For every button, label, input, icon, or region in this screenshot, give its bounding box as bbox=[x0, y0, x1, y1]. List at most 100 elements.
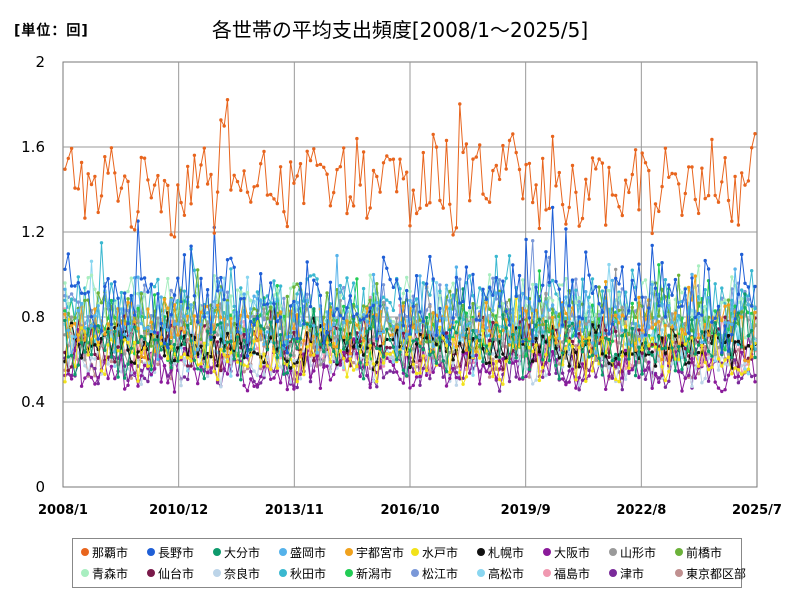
legend-label: 前橋市 bbox=[686, 545, 723, 560]
data-point bbox=[667, 334, 671, 338]
data-point bbox=[229, 267, 233, 271]
data-point bbox=[285, 294, 289, 299]
data-point bbox=[361, 286, 366, 291]
data-point bbox=[232, 304, 236, 309]
data-point bbox=[385, 154, 389, 158]
data-point bbox=[683, 376, 687, 380]
data-point bbox=[255, 346, 260, 351]
data-point bbox=[451, 316, 455, 320]
data-point bbox=[96, 381, 100, 386]
data-point bbox=[63, 380, 67, 384]
data-point bbox=[351, 204, 356, 208]
data-point bbox=[288, 342, 293, 346]
data-point bbox=[550, 298, 555, 303]
data-point bbox=[381, 355, 386, 359]
data-point bbox=[358, 374, 362, 379]
y-tick-label: 0.4 bbox=[21, 393, 45, 411]
data-point bbox=[441, 206, 445, 210]
data-point bbox=[687, 305, 691, 309]
data-point bbox=[730, 372, 734, 376]
data-point bbox=[249, 298, 253, 303]
data-point bbox=[229, 374, 233, 378]
data-point bbox=[312, 273, 316, 277]
data-point bbox=[209, 172, 213, 177]
data-point bbox=[179, 200, 183, 205]
data-point bbox=[716, 357, 721, 361]
data-point bbox=[69, 284, 74, 288]
data-point bbox=[123, 352, 127, 356]
data-point bbox=[511, 311, 515, 315]
data-point bbox=[411, 304, 415, 309]
data-point bbox=[225, 354, 230, 359]
legend-marker-icon bbox=[543, 569, 551, 577]
data-point bbox=[99, 194, 104, 198]
data-point bbox=[567, 369, 571, 373]
data-point bbox=[262, 375, 266, 380]
data-point bbox=[219, 368, 223, 373]
data-point bbox=[491, 337, 495, 341]
data-point bbox=[594, 375, 598, 379]
data-point bbox=[142, 336, 147, 341]
data-point bbox=[418, 344, 422, 348]
data-point bbox=[83, 338, 87, 342]
data-point bbox=[342, 304, 346, 309]
data-point bbox=[126, 337, 130, 341]
data-point bbox=[176, 299, 180, 303]
data-point bbox=[667, 298, 671, 303]
legend-item: 東京都区部 bbox=[675, 564, 746, 582]
data-point bbox=[129, 333, 133, 337]
data-point bbox=[136, 350, 140, 354]
data-point bbox=[594, 358, 598, 362]
data-point bbox=[464, 265, 469, 269]
data-point bbox=[643, 377, 648, 381]
data-point bbox=[89, 324, 94, 328]
data-point bbox=[541, 283, 545, 287]
data-point bbox=[262, 352, 266, 356]
data-point bbox=[86, 372, 90, 376]
data-point bbox=[63, 281, 67, 285]
data-point bbox=[637, 337, 641, 341]
data-point bbox=[232, 173, 236, 177]
data-point bbox=[713, 352, 717, 357]
data-point bbox=[265, 325, 270, 330]
data-point bbox=[295, 336, 299, 341]
data-point bbox=[239, 188, 243, 193]
data-point bbox=[255, 290, 260, 294]
data-point bbox=[554, 279, 558, 284]
data-point bbox=[328, 308, 333, 312]
data-point bbox=[63, 312, 67, 316]
data-point bbox=[385, 318, 389, 322]
data-point bbox=[604, 285, 608, 290]
data-point bbox=[126, 383, 130, 387]
data-point bbox=[550, 350, 555, 354]
data-point bbox=[627, 190, 631, 195]
data-point bbox=[275, 288, 279, 292]
data-point bbox=[395, 370, 399, 374]
data-point bbox=[176, 322, 180, 326]
data-point bbox=[411, 339, 415, 343]
data-point bbox=[408, 335, 412, 339]
data-point bbox=[269, 301, 273, 305]
data-point bbox=[278, 310, 283, 314]
data-point bbox=[133, 320, 137, 324]
data-point bbox=[564, 334, 568, 338]
data-point bbox=[328, 343, 333, 347]
data-point bbox=[93, 352, 97, 357]
data-point bbox=[541, 358, 545, 362]
data-point bbox=[720, 180, 724, 184]
data-point bbox=[421, 348, 425, 352]
data-point bbox=[282, 296, 286, 301]
data-point bbox=[600, 373, 605, 377]
data-point bbox=[99, 344, 104, 348]
data-point bbox=[607, 337, 611, 342]
data-point bbox=[252, 339, 256, 343]
data-point bbox=[361, 338, 366, 343]
data-point bbox=[292, 337, 296, 342]
data-point bbox=[541, 314, 545, 318]
data-point bbox=[610, 359, 615, 363]
data-point bbox=[564, 222, 568, 226]
data-point bbox=[587, 197, 591, 201]
data-point bbox=[269, 281, 273, 285]
data-point bbox=[391, 308, 396, 313]
data-point bbox=[159, 341, 163, 346]
